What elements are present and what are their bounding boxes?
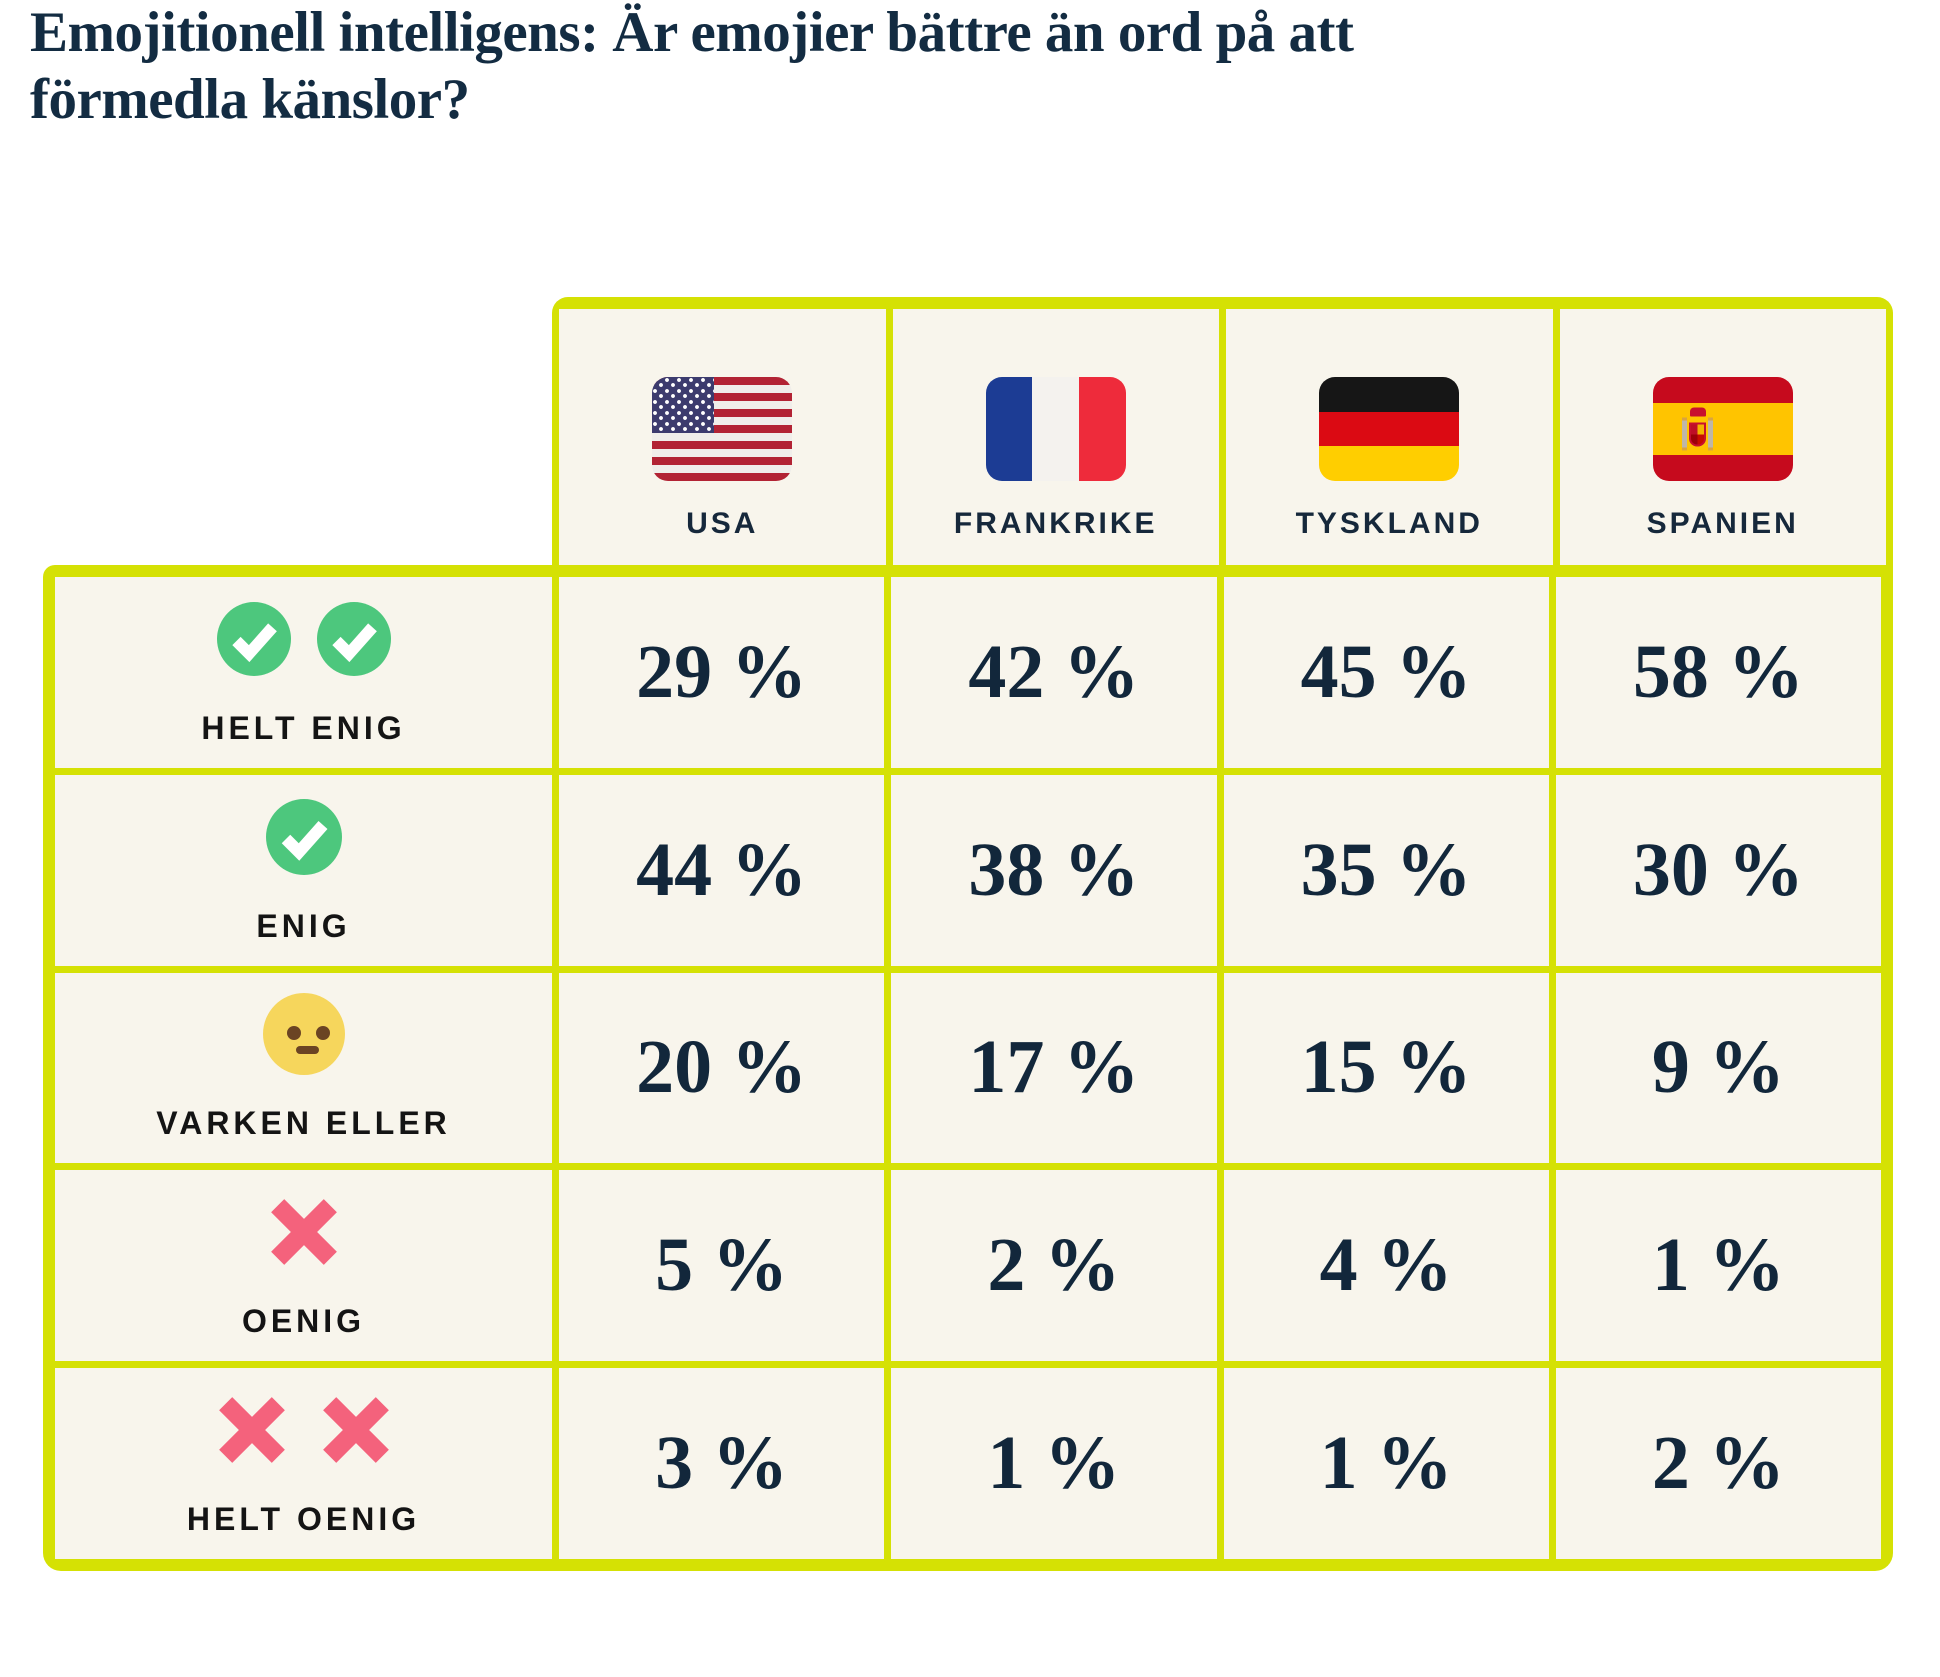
header-cell-tyskland: TYSKLAND [1226, 309, 1553, 565]
spain-coat-of-arms-icon [1675, 407, 1721, 451]
value-helt-oenig-usa: 3 % [655, 1421, 789, 1506]
table-cell: 3 % [559, 1368, 885, 1559]
table-cell: 2 % [891, 1170, 1217, 1362]
table-cell: 5 % [559, 1170, 885, 1362]
table-cell: 38 % [891, 774, 1217, 966]
value-helt-enig-usa: 29 % [636, 629, 808, 714]
cross-icon [218, 1397, 285, 1463]
table-cell: 15 % [1223, 972, 1549, 1164]
table-cell: 1 % [1223, 1368, 1549, 1559]
row-header-helt-oenig: HELT OENIG [55, 1368, 552, 1559]
page-title: Emojitionell intelligens: Är emojier bät… [30, 1, 1354, 131]
table-cell: 1 % [891, 1368, 1217, 1559]
usa-flag-canton [652, 377, 715, 433]
country-label-frankrike: FRANKRIKE [953, 507, 1158, 540]
value-oenig-tyskland: 4 % [1319, 1223, 1453, 1308]
value-varken-eller-frankrike: 17 % [968, 1025, 1140, 1110]
germany-flag-icon [1319, 377, 1460, 481]
cross-icon [322, 1397, 389, 1463]
country-label-spanien: SPANIEN [1646, 507, 1799, 540]
row-label: HELT ENIG [201, 709, 406, 746]
country-label-usa: USA [686, 507, 759, 540]
value-helt-oenig-tyskland: 1 % [1319, 1421, 1453, 1506]
row-header-helt-enig: HELT ENIG [55, 577, 552, 768]
value-oenig-frankrike: 2 % [987, 1223, 1121, 1308]
cross-icon [270, 1199, 337, 1266]
results-table: HELT ENIG 29 % 42 % 45 % 58 % ENIG 44 % … [43, 565, 1893, 1571]
value-helt-oenig-spanien: 2 % [1651, 1421, 1785, 1506]
check-circle-icon [216, 601, 291, 676]
value-helt-enig-frankrike: 42 % [968, 629, 1140, 714]
double-check-circle-icon [216, 598, 391, 680]
value-varken-eller-tyskland: 15 % [1300, 1025, 1472, 1110]
value-enig-spanien: 30 % [1632, 827, 1804, 912]
table-cell: 20 % [559, 972, 885, 1164]
table-cell: 29 % [559, 577, 885, 768]
table-cell: 42 % [891, 577, 1217, 768]
value-oenig-spanien: 1 % [1651, 1223, 1785, 1308]
value-enig-frankrike: 38 % [968, 827, 1140, 912]
double-cross-icon [213, 1389, 395, 1471]
france-flag-icon [985, 377, 1126, 481]
neutral-face-icon [262, 993, 345, 1076]
row-label: HELT OENIG [186, 1501, 421, 1538]
spain-flag-icon [1652, 377, 1793, 481]
value-helt-oenig-frankrike: 1 % [987, 1421, 1121, 1506]
table-cell: 30 % [1555, 774, 1881, 966]
check-circle-icon [316, 601, 391, 676]
check-circle-icon [265, 798, 342, 875]
row-header-oenig: OENIG [55, 1170, 552, 1362]
value-enig-usa: 44 % [636, 827, 808, 912]
table-cell: 58 % [1555, 577, 1881, 768]
row-header-varken-eller: VARKEN ELLER [55, 972, 552, 1164]
header-cell-usa: USA [559, 309, 886, 565]
table-cell: 4 % [1223, 1170, 1549, 1362]
country-header-row: USA FRANKRIKE TYSKLAND [552, 297, 1893, 565]
value-helt-enig-tyskland: 45 % [1300, 629, 1472, 714]
value-helt-enig-spanien: 58 % [1632, 629, 1804, 714]
table-cell: 35 % [1223, 774, 1549, 966]
table-cell: 9 % [1555, 972, 1881, 1164]
row-label: VARKEN ELLER [156, 1105, 451, 1142]
value-oenig-usa: 5 % [655, 1223, 789, 1308]
table-cell: 17 % [891, 972, 1217, 1164]
table-cell: 45 % [1223, 577, 1549, 768]
header-cell-frankrike: FRANKRIKE [892, 309, 1219, 565]
country-label-tyskland: TYSKLAND [1295, 507, 1483, 540]
row-label: OENIG [241, 1303, 366, 1340]
value-enig-tyskland: 35 % [1300, 827, 1472, 912]
usa-flag-icon [652, 377, 793, 481]
value-varken-eller-spanien: 9 % [1651, 1025, 1785, 1110]
row-label: ENIG [256, 907, 351, 944]
table-cell: 2 % [1555, 1368, 1881, 1559]
table-cell: 1 % [1555, 1170, 1881, 1362]
row-header-enig: ENIG [55, 774, 552, 966]
header-cell-spanien: SPANIEN [1559, 309, 1886, 565]
value-varken-eller-usa: 20 % [636, 1025, 808, 1110]
table-cell: 44 % [559, 774, 885, 966]
